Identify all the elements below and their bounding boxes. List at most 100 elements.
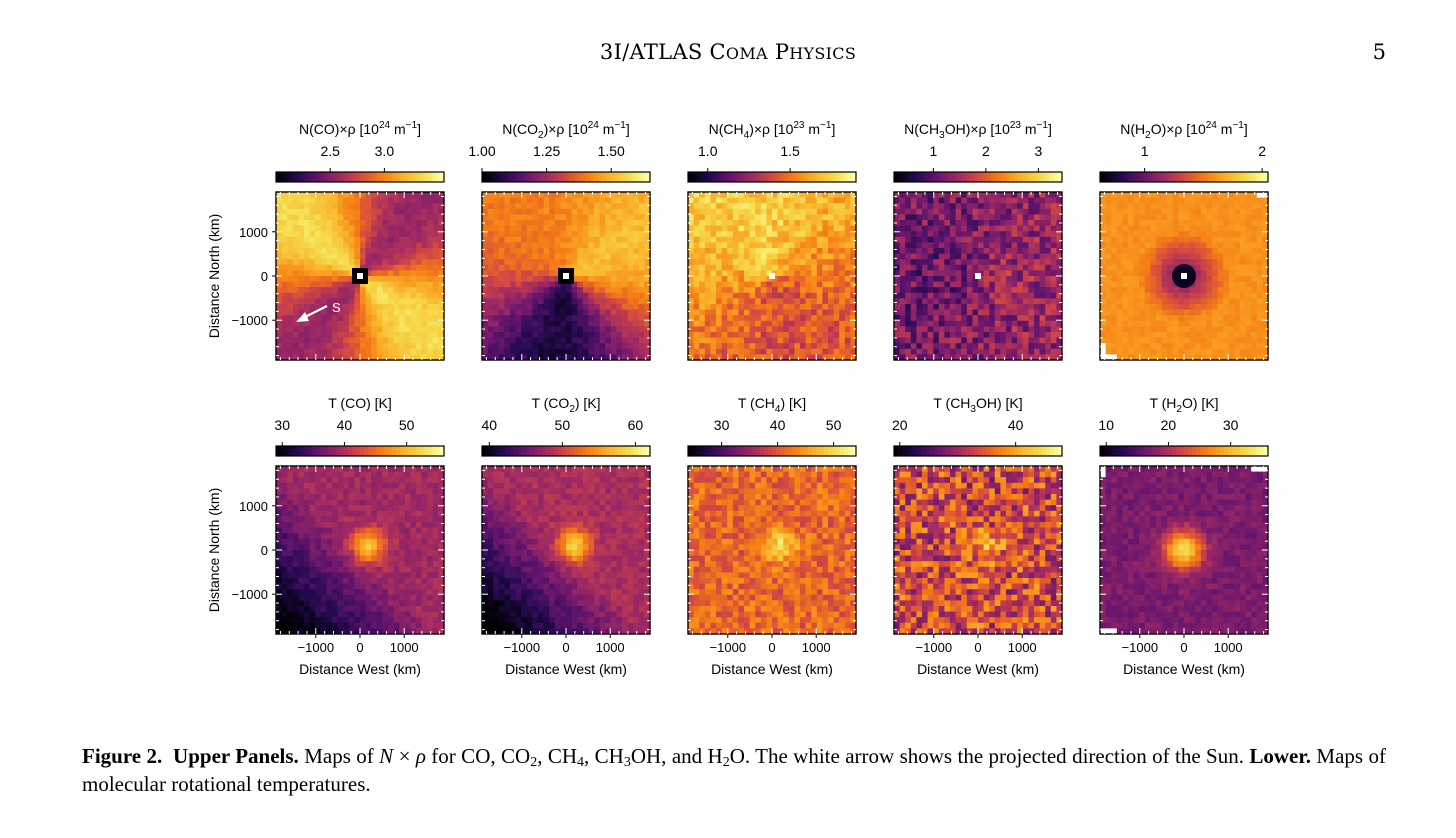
heatmap-cell <box>320 203 327 210</box>
heatmap-cell <box>850 192 857 199</box>
colorbar-segment <box>732 172 737 182</box>
heatmap-cell <box>933 197 940 204</box>
heatmap-cell <box>1172 326 1179 333</box>
heatmap-cell <box>1150 242 1157 249</box>
heatmap-cell <box>1122 208 1129 215</box>
heatmap-cell <box>933 253 940 260</box>
heatmap-cell <box>588 315 595 322</box>
heatmap-cell <box>1034 192 1041 199</box>
colorbar-segment <box>578 172 583 182</box>
heatmap-cell <box>1011 264 1018 271</box>
heatmap-cell <box>1017 259 1024 266</box>
heatmap-cell <box>320 264 327 271</box>
heatmap-cell <box>616 298 623 305</box>
heatmap-cell <box>721 253 728 260</box>
heatmap-cell <box>1056 354 1063 361</box>
heatmap-cell <box>577 326 584 333</box>
heatmap-cell <box>1122 236 1129 243</box>
heatmap-cell <box>1206 253 1213 260</box>
heatmap-cell <box>805 236 812 243</box>
heatmap-cell <box>493 259 500 266</box>
heatmap-cell <box>532 214 539 221</box>
heatmap-cell <box>693 253 700 260</box>
heatmap-cell <box>1144 304 1151 311</box>
heatmap-cell <box>610 253 617 260</box>
heatmap-cell <box>922 220 929 227</box>
heatmap-cell <box>560 320 567 327</box>
heatmap-cell <box>371 298 378 305</box>
heatmap-cell <box>421 343 428 350</box>
heatmap-cell <box>421 298 428 305</box>
heatmap-cell <box>800 270 807 277</box>
heatmap-cell <box>1050 315 1057 322</box>
colorbar-segment <box>404 172 409 182</box>
heatmap-cell <box>371 259 378 266</box>
heatmap-cell <box>1039 281 1046 288</box>
heatmap-cell <box>710 343 717 350</box>
heatmap-cell <box>744 248 751 255</box>
heatmap-cell <box>332 253 339 260</box>
heatmap-cell <box>1251 197 1258 204</box>
heatmap-cell <box>577 309 584 316</box>
heatmap-cell <box>365 253 372 260</box>
heatmap-cell <box>1178 298 1185 305</box>
heatmap-cell <box>704 326 711 333</box>
heatmap-cell <box>910 208 917 215</box>
heatmap-cell <box>566 253 573 260</box>
heatmap-cell <box>1251 315 1258 322</box>
heatmap-cell <box>899 309 906 316</box>
heatmap-cell <box>315 214 322 221</box>
heatmap-cell <box>382 276 389 283</box>
heatmap-cell <box>292 354 299 361</box>
heatmap-cell <box>1256 304 1263 311</box>
heatmap-cell <box>588 320 595 327</box>
heatmap-cell <box>732 259 739 266</box>
heatmap-cell <box>1045 270 1052 277</box>
heatmap-cell <box>504 203 511 210</box>
heatmap-cell <box>605 348 612 355</box>
heatmap-cell <box>938 214 945 221</box>
heatmap-cell <box>498 259 505 266</box>
heatmap-cell <box>337 292 344 299</box>
heatmap-cell <box>1139 192 1146 199</box>
heatmap-cell <box>605 337 612 344</box>
heatmap-cell <box>910 332 917 339</box>
heatmap-cell <box>1200 225 1207 232</box>
heatmap-cell <box>482 253 489 260</box>
heatmap-cell <box>766 343 773 350</box>
colorbar-segment <box>634 172 639 182</box>
heatmap-cell <box>549 298 556 305</box>
heatmap-cell <box>287 304 294 311</box>
heatmap-cell <box>922 214 929 221</box>
heatmap-cell <box>822 236 829 243</box>
heatmap-cell <box>633 220 640 227</box>
heatmap-cell <box>850 270 857 277</box>
heatmap-cell <box>800 326 807 333</box>
heatmap-cell <box>760 270 767 277</box>
heatmap-cell <box>905 197 912 204</box>
heatmap-cell <box>800 298 807 305</box>
heatmap-cell <box>766 354 773 361</box>
heatmap-cell <box>376 225 383 232</box>
heatmap-cell <box>393 276 400 283</box>
heatmap-cell <box>287 315 294 322</box>
heatmap-cell <box>510 264 517 271</box>
heatmap-cell <box>532 248 539 255</box>
heatmap-cell <box>1150 231 1157 238</box>
heatmap-cell <box>955 236 962 243</box>
heatmap-cell <box>287 348 294 355</box>
heatmap-cell <box>1161 287 1168 294</box>
heatmap-cell <box>899 287 906 294</box>
heatmap-cell <box>571 348 578 355</box>
heatmap-cell <box>732 309 739 316</box>
heatmap-cell <box>627 197 634 204</box>
heatmap-cell <box>1011 276 1018 283</box>
heatmap-cell <box>404 248 411 255</box>
heatmap-cell <box>844 326 851 333</box>
heatmap-cell <box>1111 248 1118 255</box>
heatmap-cell <box>365 259 372 266</box>
heatmap-cell <box>393 259 400 266</box>
heatmap-cell <box>292 253 299 260</box>
heatmap-cell <box>1240 197 1247 204</box>
heatmap-cell <box>1228 225 1235 232</box>
